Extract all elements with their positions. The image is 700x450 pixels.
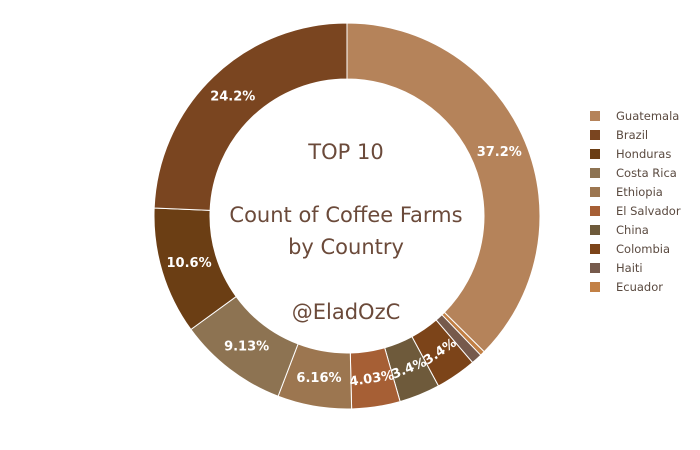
slice-brazil: [153, 22, 348, 211]
legend-item-guatemala[interactable]: Guatemala: [590, 109, 679, 123]
legend-label: Ethiopia: [616, 185, 663, 199]
legend-label: Costa Rica: [616, 166, 677, 180]
center-title: TOP 10 Count of Coffee Farms by Country …: [229, 140, 462, 324]
legend-swatch: [590, 282, 600, 292]
legend-swatch: [590, 111, 600, 121]
legend-swatch: [590, 225, 600, 235]
legend-item-colombia[interactable]: Colombia: [590, 242, 670, 256]
legend-label: Brazil: [616, 128, 648, 142]
legend-item-ethiopia[interactable]: Ethiopia: [590, 185, 663, 199]
center-title-line-3: by Country: [288, 235, 404, 259]
legend-item-costa-rica[interactable]: Costa Rica: [590, 166, 677, 180]
legend-swatch: [590, 149, 600, 159]
data-label-ethiopia: 6.16%: [296, 371, 341, 386]
legend-item-brazil[interactable]: Brazil: [590, 128, 648, 142]
data-label-honduras: 10.6%: [167, 256, 212, 271]
center-title-line-2: Count of Coffee Farms: [229, 203, 462, 227]
data-label-guatemala: 37.2%: [477, 145, 522, 160]
legend-item-el-salvador[interactable]: El Salvador: [590, 204, 681, 218]
slice-guatemala: [346, 22, 541, 353]
legend-label: El Salvador: [616, 204, 681, 218]
data-label-el-salvador: 4.03%: [348, 368, 395, 390]
legend-item-honduras[interactable]: Honduras: [590, 147, 671, 161]
legend: Guatemala Brazil Honduras Costa Rica Ethiopi…: [590, 109, 681, 294]
legend-swatch: [590, 206, 600, 216]
legend-label: China: [616, 223, 649, 237]
center-title-line-4: @EladOzC: [292, 300, 401, 324]
center-title-line-1: TOP 10: [307, 140, 383, 164]
legend-label: Guatemala: [616, 109, 679, 123]
data-label-brazil: 24.2%: [210, 89, 255, 104]
legend-swatch: [590, 187, 600, 197]
legend-item-ecuador[interactable]: Ecuador: [590, 280, 663, 294]
legend-item-haiti[interactable]: Haiti: [590, 261, 643, 275]
legend-label: Ecuador: [616, 280, 663, 294]
legend-label: Honduras: [616, 147, 671, 161]
donut-slices: [153, 22, 541, 410]
legend-item-china[interactable]: China: [590, 223, 649, 237]
legend-swatch: [590, 244, 600, 254]
legend-label: Colombia: [616, 242, 670, 256]
data-label-costa-rica: 9.13%: [224, 339, 269, 354]
legend-swatch: [590, 263, 600, 273]
legend-swatch: [590, 130, 600, 140]
legend-label: Haiti: [616, 261, 643, 275]
legend-swatch: [590, 168, 600, 178]
